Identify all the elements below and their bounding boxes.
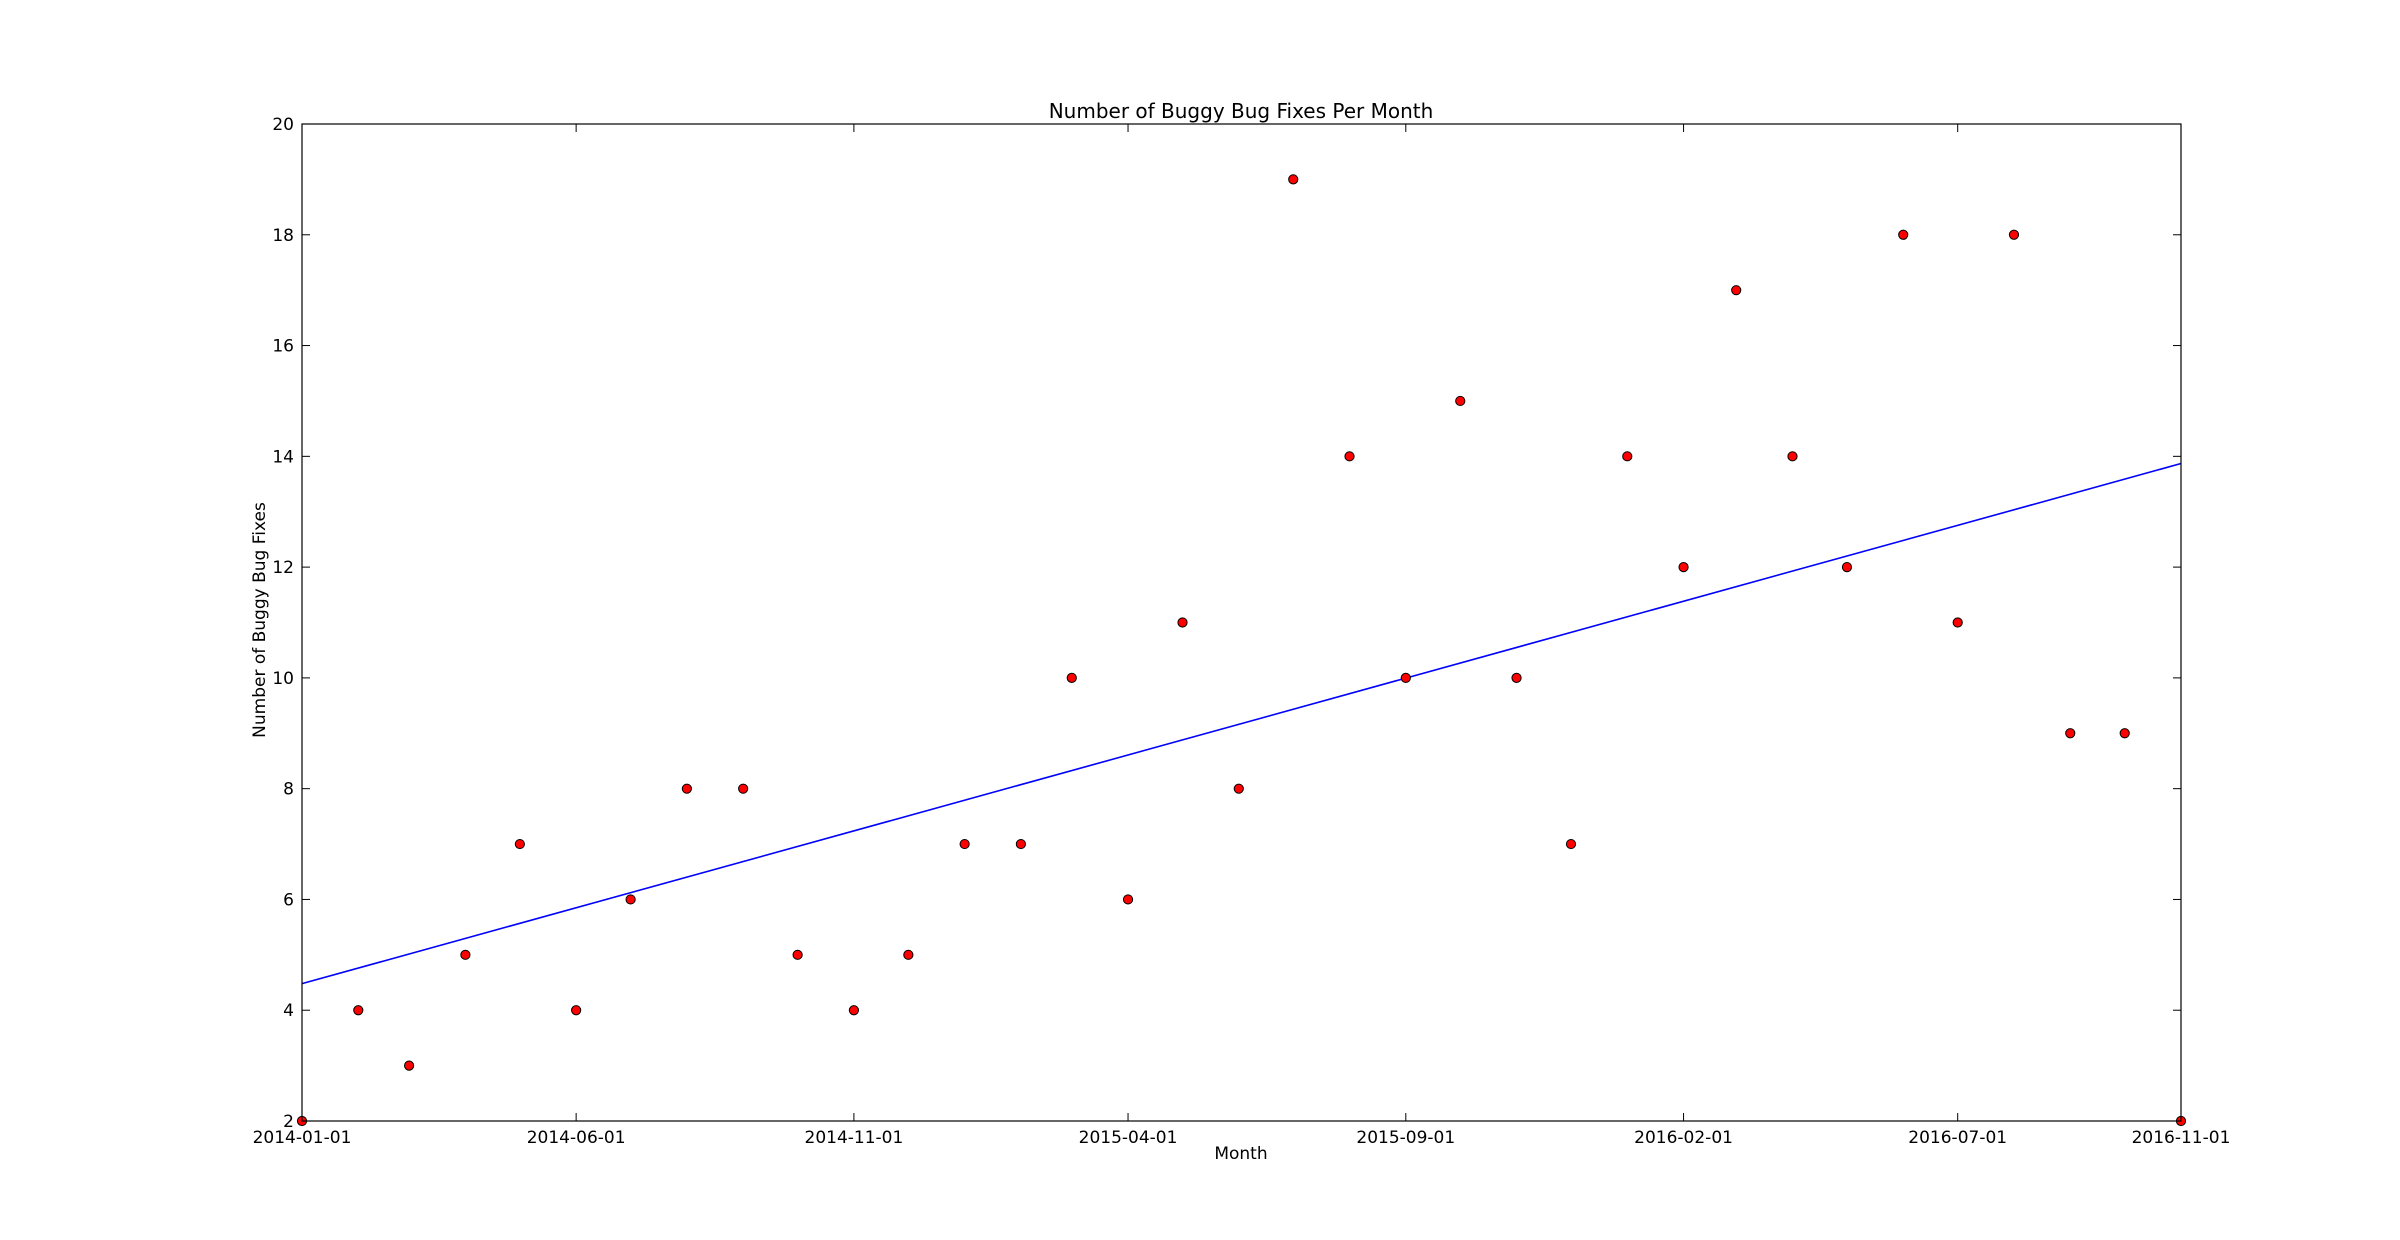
data-point [1455,395,1466,407]
data-point [1511,672,1522,683]
trend-line [301,462,2182,985]
data-point [2065,728,2076,739]
y-tick-label: 6 [283,890,294,910]
data-point [1841,562,1853,573]
data-point [1122,894,1134,905]
x-axis-label: Month [1214,1144,1267,1164]
y-tick-label: 14 [272,447,294,467]
chart-title: Number of Buggy Bug Fixes Per Month [1049,99,1434,123]
data-point [1344,451,1355,462]
data-point [353,1005,364,1016]
data-point [2008,229,2020,240]
data-point [1678,562,1689,573]
data-point [1898,229,1909,240]
data-point [792,949,803,960]
axes-frame [301,123,2182,1122]
y-tick-label: 8 [283,780,294,800]
x-tick-label: 2014-01-01 [253,1128,352,1148]
x-tick-label: 2016-07-01 [1908,1128,2007,1148]
data-point [1952,617,1963,628]
data-point [1400,672,1411,683]
data-point [903,949,914,960]
x-tick-label: 2016-02-01 [1634,1128,1733,1148]
x-tick-label: 2016-11-01 [2132,1128,2231,1148]
y-axis-label: Number of Buggy Bug Fixes [250,502,270,738]
data-point [1622,451,1633,462]
data-point [1731,285,1742,296]
data-point [681,783,692,794]
data-point [1066,672,1077,683]
y-tick-label: 2 [283,1112,294,1132]
plot-area: 2014-01-01 2014-06-01 2014-11-01 2015-04-01… [253,115,2231,1148]
data-point [1787,451,1798,462]
y-tick-label: 12 [272,558,294,578]
x-tick-label: 2014-11-01 [805,1128,904,1148]
x-tick-label: 2015-04-01 [1079,1128,1178,1148]
data-point [738,783,749,794]
data-point [2119,728,2130,739]
data-point [514,838,525,850]
y-tick-label: 4 [283,1001,294,1021]
data-point [1233,783,1244,794]
data-point [1177,617,1188,628]
y-tick-label: 20 [272,115,294,135]
y-tick-label: 16 [272,337,294,357]
data-point [1288,174,1299,185]
y-tick-label: 10 [272,669,294,689]
x-tick-label: 2014-06-01 [527,1128,626,1148]
y-tick-label: 18 [272,226,294,246]
data-point [460,949,471,960]
data-point [1015,838,1027,850]
data-point [959,838,970,850]
data-point [625,894,636,905]
x-tick-label: 2015-09-01 [1356,1128,1455,1148]
data-point [571,1005,582,1016]
data-point [848,1005,860,1016]
data-point [1565,838,1577,850]
data-point [404,1060,415,1071]
